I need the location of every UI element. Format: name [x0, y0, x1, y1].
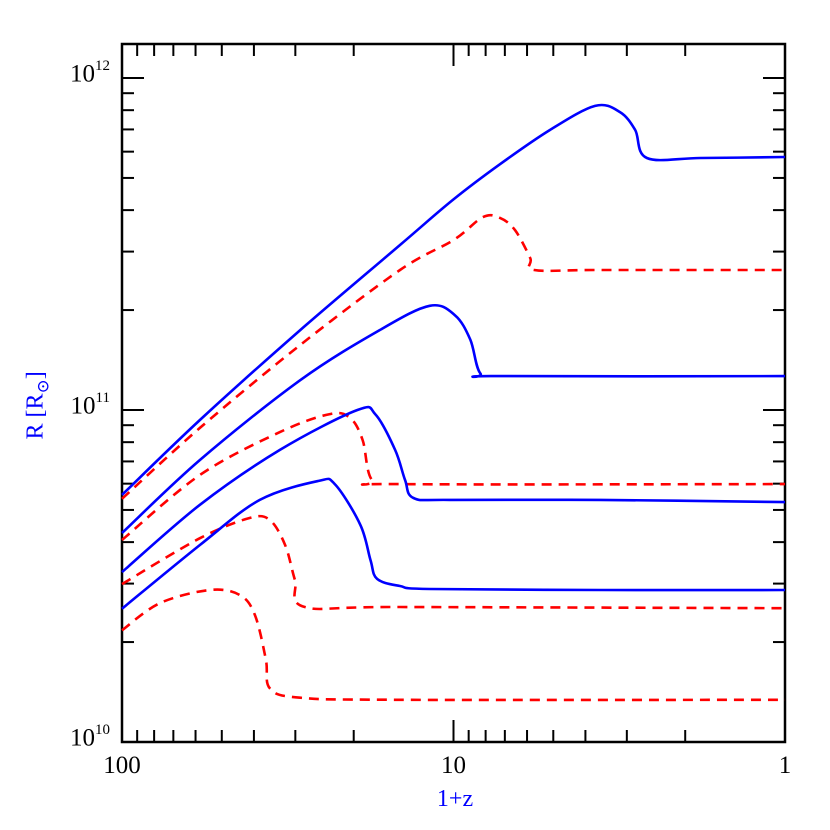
- y-tick-base: 10: [70, 60, 95, 88]
- plot-frame: [120, 42, 787, 744]
- y-axis-title-main: R [R: [22, 393, 49, 440]
- y-tick-label: 1010: [40, 722, 110, 752]
- y-tick-base: 10: [70, 724, 95, 752]
- y-tick-exponent: 10: [95, 722, 110, 738]
- y-axis-title-sun-symbol: ⊙: [33, 379, 53, 394]
- y-tick-exponent: 11: [95, 390, 110, 406]
- solid-curve-0: [121, 103, 786, 496]
- x-axis-title: 1+z: [436, 786, 474, 812]
- y-tick-base: 10: [70, 392, 96, 420]
- dashed-curve-7: [121, 588, 786, 702]
- x-tick-label: 1: [778, 752, 792, 779]
- y-axis-title: R [R⊙]: [23, 325, 54, 485]
- solid-curve-4: [121, 405, 786, 574]
- x-tick-label: 100: [103, 752, 141, 779]
- y-tick-label: 1012: [40, 58, 110, 88]
- dashed-curve-1: [121, 213, 785, 500]
- y-tick-label: 1011: [40, 390, 110, 420]
- dashed-curve-5: [121, 514, 786, 611]
- dashed-curve-3: [121, 411, 786, 541]
- y-tick-exponent: 12: [95, 58, 110, 74]
- x-tick-label: 10: [441, 752, 466, 779]
- y-axis-title-end: ]: [22, 371, 49, 380]
- solid-curve-6: [121, 477, 786, 610]
- solid-curve-2: [121, 303, 786, 534]
